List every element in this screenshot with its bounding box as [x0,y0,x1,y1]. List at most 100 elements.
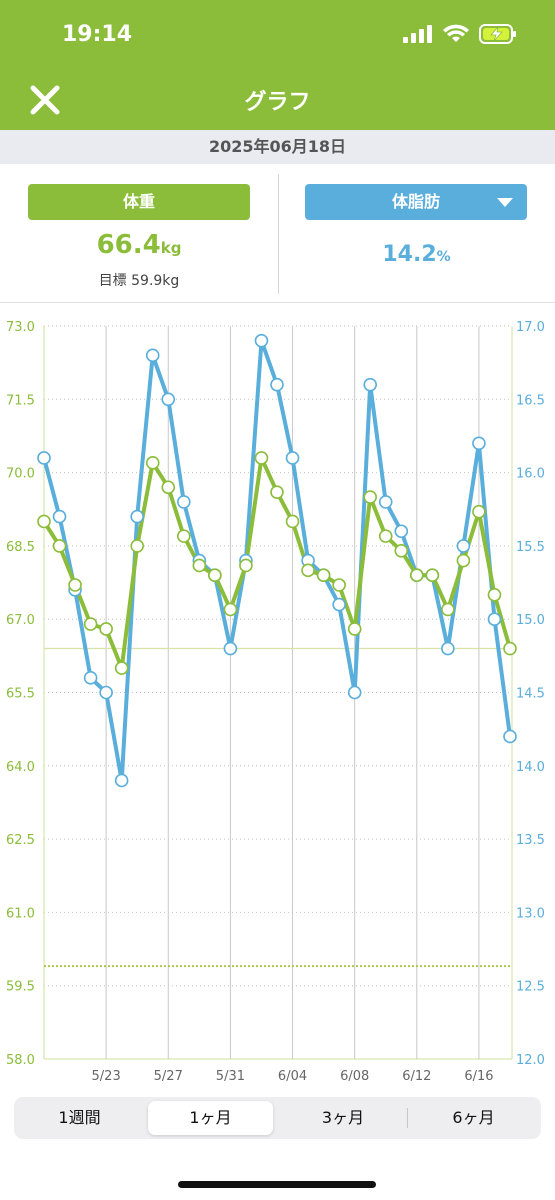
right-tick-label: 16.0 [516,467,545,482]
panel-divider [278,174,279,294]
battery-charging-icon [479,24,516,44]
right-tick-label: 16.5 [516,393,545,408]
right-tick-label: 14.0 [516,760,545,775]
fat-point [487,612,502,627]
fat-panel: 体脂肪 14.2% [278,164,555,302]
weight-point [192,558,207,573]
weight-point [161,480,176,495]
period-1week[interactable]: 1週間 [58,1108,101,1127]
weight-point [363,490,378,504]
segment-separator [407,1108,408,1128]
weight-point [130,539,144,553]
weight-point [378,529,393,543]
weight-point [145,456,160,470]
weight-point [254,451,269,465]
weight-point [394,543,409,558]
fat-point [52,509,67,524]
left-tick-label: 58.0 [6,1053,35,1068]
period-1month[interactable]: 1ヶ月 [148,1101,273,1135]
signal-icon [403,25,432,43]
status-time: 19:14 [62,22,133,47]
left-tick-label: 62.5 [6,833,35,848]
status-icons [403,24,517,44]
weight-point [441,602,455,617]
wifi-icon [443,24,469,42]
weight-point [409,568,424,583]
fat-point [99,685,113,700]
weight-button[interactable]: 体重 [28,184,250,220]
x-tick-label: 5/23 [92,1069,121,1084]
left-tick-label: 59.5 [6,980,35,995]
weight-point [316,568,331,583]
close-button[interactable] [26,80,66,120]
fat-number: 14.2 [382,242,437,267]
fat-point [394,524,409,539]
fat-dropdown[interactable]: 体脂肪 [305,184,527,220]
weight-point [68,578,82,592]
fat-unit: % [436,249,451,265]
left-tick-label: 70.0 [6,467,35,482]
right-tick-label: 15.5 [516,540,545,555]
period-selector: 1週間 1ヶ月 3ヶ月 6ヶ月 [14,1097,541,1139]
weight-fat-chart: 73.0 17.0 71.5 16.5 70.0 16.0 68.5 15.5 67.0 15.0… [6,320,545,1084]
weight-point [347,622,362,636]
left-tick-label: 73.0 [6,320,35,335]
weight-panel: 体重 66.4kg 目標 59.9kg [0,164,278,302]
fat-point [332,597,346,612]
x-tick-label: 6/16 [464,1069,493,1084]
dropdown-arrow-icon [497,198,513,207]
fat-point [223,641,238,656]
weight-point [83,617,98,631]
weight-goal: 目標 59.9kg [98,273,180,289]
weight-point [239,558,253,573]
close-icon [30,85,60,115]
weight-point [99,622,113,636]
weight-point [332,578,346,592]
nav-bar: グラフ [0,70,555,130]
fat-point [177,495,191,509]
period-3months[interactable]: 3ヶ月 [321,1108,365,1127]
period-6months[interactable]: 6ヶ月 [452,1108,495,1127]
left-tick-label: 65.5 [6,687,35,702]
weight-point [456,553,471,568]
fat-point [347,685,362,700]
weight-point [52,539,67,553]
right-tick-label: 12.5 [516,980,545,995]
weight-point [223,602,238,617]
fat-point [37,451,51,465]
fat-label: 体脂肪 [391,192,440,211]
section-divider [0,302,555,303]
right-tick-label: 12.0 [516,1053,545,1068]
weight-unit: kg [160,239,182,257]
right-tick-label: 13.5 [516,833,545,848]
weight-point [301,563,315,578]
right-tick-label: 17.0 [516,320,545,335]
fat-point [161,392,176,407]
fat-line [42,338,512,783]
fat-point [441,641,455,656]
fat-value: 14.2% [278,242,555,267]
fat-point [456,539,471,553]
left-tick-label: 67.0 [6,613,35,628]
weight-point [208,568,222,583]
weight-point [37,514,51,529]
x-tick-label: 5/27 [154,1069,183,1084]
date-label: 2025年06月18日 [0,130,555,164]
fat-point [114,773,129,788]
left-tick-label: 61.0 [6,906,35,921]
right-tick-label: 14.5 [516,687,545,702]
home-indicator [178,1181,376,1188]
x-tick-label: 6/08 [340,1069,369,1084]
right-tick-label: 13.0 [516,906,545,921]
x-tick-label: 6/04 [278,1069,307,1084]
fat-point [83,671,98,685]
fat-point [378,495,393,509]
weight-point [503,641,517,656]
weight-value: 66.4kg [0,230,278,260]
fat-point [254,333,269,348]
weight-point [425,568,440,583]
left-tick-label: 64.0 [6,760,35,775]
left-tick-label: 71.5 [6,393,35,408]
weight-point [472,504,486,519]
weight-point [487,587,502,602]
